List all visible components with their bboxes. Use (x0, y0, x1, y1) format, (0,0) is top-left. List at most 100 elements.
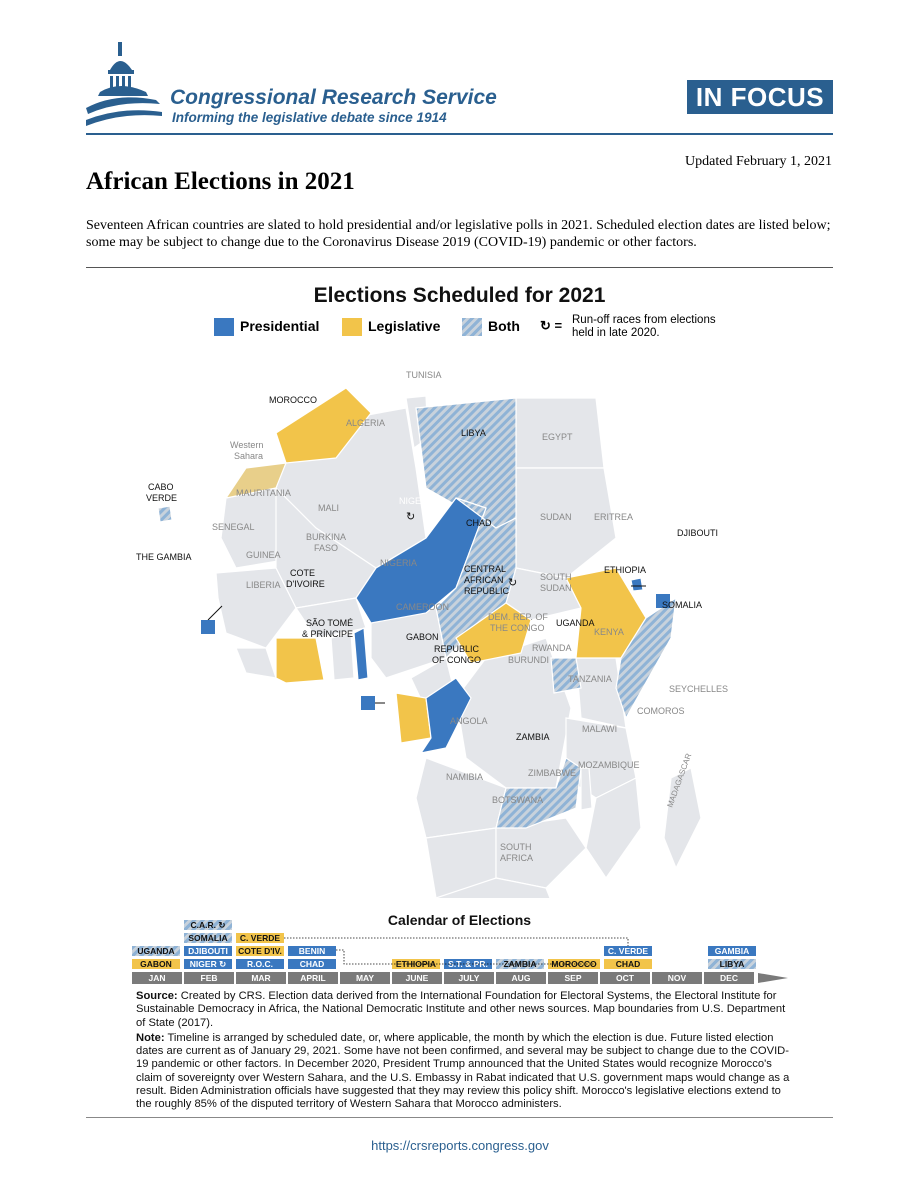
country-uganda (550, 657, 582, 694)
cal-mar-cverde: C. VERDE (236, 933, 284, 943)
label-niger: NIGER (399, 496, 428, 506)
cal-dec-gambia: GAMBIA (708, 946, 756, 956)
intro-paragraph: Seventeen African countries are slated t… (86, 218, 831, 250)
country-djibouti (630, 577, 644, 592)
label-seychelles: SEYCHELLES (669, 684, 728, 694)
legend-label-legislative: Legislative (368, 318, 441, 334)
note-label: Note: (136, 1031, 165, 1044)
label-cote-2: D'IVOIRE (286, 579, 325, 589)
section-divider (86, 267, 833, 268)
note-text: Timeline is arranged by scheduled date, … (136, 1031, 790, 1111)
label-guinea: GUINEA (246, 550, 281, 560)
cal-jan-uganda: UGANDA (132, 946, 180, 956)
month-oct: OCT (600, 972, 650, 984)
legend-swatch-presidential (214, 318, 234, 336)
header-divider (86, 133, 833, 135)
cal-feb-somalia: SOMALIA (184, 933, 232, 943)
month-may: MAY (340, 972, 390, 984)
footer-divider (86, 1117, 833, 1118)
cal-mar-roc: R.O.C. (236, 959, 284, 969)
legend-runoff-line1: Run-off races from elections (572, 314, 716, 326)
cal-mar-cote: COTE D'IV. (236, 946, 284, 956)
country-sudan (515, 467, 617, 579)
country-car (455, 602, 532, 664)
label-egypt: EGYPT (542, 432, 573, 442)
cal-apr-chad: CHAD (288, 959, 336, 969)
label-sao-tome-1: SÃO TOMÉ (306, 618, 353, 628)
country-morocco (275, 387, 372, 464)
label-burundi: BURUNDI (508, 655, 549, 665)
label-the-gambia: THE GAMBIA (136, 552, 192, 562)
month-dec: DEC (704, 972, 754, 984)
country-namibia (425, 827, 497, 898)
saotome-marker (361, 696, 375, 710)
country-botswana-zimbabwe (495, 817, 587, 889)
map-legend: Presidential Legislative Both ↻ = Run-of… (86, 314, 833, 354)
djibouti-marker (656, 594, 670, 608)
africa-map: TUNISIA MOROCCO ALGERIA LIBYA EGYPT West… (136, 370, 728, 898)
label-south-africa-2: AFRICA (500, 853, 533, 863)
country-ghana (330, 632, 355, 681)
month-april: APRIL (288, 972, 338, 984)
label-south-africa-1: SOUTH (500, 842, 532, 852)
figure-title: Elections Scheduled for 2021 (313, 284, 606, 307)
label-kenya: KENYA (594, 627, 624, 637)
runoff-icon: ↻ = (540, 318, 563, 333)
cal-apr-benin: BENIN (288, 946, 336, 956)
country-madagascar (663, 767, 702, 870)
label-angola: ANGOLA (450, 716, 488, 726)
source-text: Created by CRS. Election data derived fr… (136, 990, 786, 1029)
label-malawi: MALAWI (582, 724, 617, 734)
label-cabo-verde-2: VERDE (146, 493, 177, 503)
label-burkina-1: BURKINA (306, 532, 346, 542)
label-comoros: COMOROS (637, 706, 685, 716)
car-runoff-icon: ↻ (508, 577, 517, 589)
month-mar: MAR (236, 972, 286, 984)
country-cote-divoire (275, 637, 325, 684)
month-june: JUNE (392, 972, 442, 984)
country-western-sahara (224, 462, 287, 499)
country-liberia (235, 647, 277, 679)
legend-swatch-both (462, 318, 482, 336)
document-title: African Elections in 2021 (86, 168, 355, 195)
gambia-marker (201, 620, 215, 634)
country-cabo-verde (157, 505, 173, 523)
crs-logo: Congressional Research Service Informing… (86, 40, 506, 130)
cal-oct-cverde: C. VERDE (604, 946, 652, 956)
label-cote-1: COTE (290, 568, 315, 578)
org-name: Congressional Research Service (170, 86, 497, 109)
month-nov: NOV (652, 972, 702, 984)
source-label: Source: (136, 990, 178, 1002)
month-aug: AUG (496, 972, 546, 984)
month-july: JULY (444, 972, 494, 984)
label-mozambique: MOZAMBIQUE (578, 760, 640, 770)
in-focus-badge: IN FOCUS (687, 80, 833, 114)
label-algeria: ALGERIA (346, 418, 385, 428)
label-tanzania: TANZANIA (568, 674, 612, 684)
footer-link[interactable]: https://crsreports.congress.gov (371, 1138, 549, 1153)
month-feb: FEB (184, 972, 234, 984)
label-cameroon: CAMEROON (396, 602, 449, 612)
label-gabon: GABON (406, 632, 439, 642)
cal-feb-djibouti: DJIBOUTI (184, 946, 232, 956)
cal-feb-niger: NIGER ↻ (184, 959, 232, 969)
elections-figure: Elections Scheduled for 2021 Presidentia… (86, 270, 833, 1115)
label-tunisia: TUNISIA (406, 370, 442, 380)
country-somalia (615, 596, 677, 720)
org-tagline: Informing the legislative debate since 1… (172, 110, 447, 125)
label-liberia: LIBERIA (246, 580, 281, 590)
capitol-dome-icon (86, 42, 162, 126)
label-sao-tome-2: & PRÍNCIPE (302, 629, 353, 639)
calendar-of-elections: C.A.R. ↻ SOMALIA C. VERDE UGANDA DJIBOUT… (128, 920, 788, 990)
legend-label-presidential: Presidential (240, 318, 320, 334)
label-car-3: REPUBLIC (464, 586, 510, 596)
country-zambia (495, 757, 582, 829)
label-morocco: MOROCCO (269, 395, 317, 405)
label-sudan: SUDAN (540, 512, 572, 522)
month-sep: SEP (548, 972, 598, 984)
label-western-sahara-1: Western (230, 440, 263, 450)
label-south-sudan-1: SOUTH (540, 572, 572, 582)
label-zimbabwe: ZIMBABWE (528, 768, 576, 778)
label-uganda: UGANDA (556, 618, 595, 628)
label-nigeria: NIGERIA (380, 558, 417, 568)
